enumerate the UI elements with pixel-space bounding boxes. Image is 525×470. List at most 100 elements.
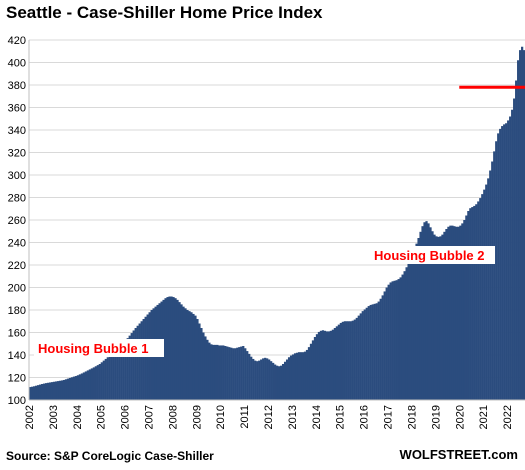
bar [30,386,34,400]
bar [76,375,80,400]
bar [122,342,125,400]
bar [499,128,502,400]
bar [276,365,279,400]
y-tick-label: 180 [8,305,26,317]
axes [28,40,525,401]
y-tick-label: 100 [8,395,26,407]
x-tick-label: 2011 [239,405,251,429]
bar [439,236,442,400]
bar [96,365,99,400]
bar [52,381,56,400]
x-tick-label: 2009 [191,405,203,429]
bar [369,304,372,400]
bar [60,380,64,400]
y-tick-label: 380 [8,80,26,92]
bar [266,358,269,400]
y-tick-label: 340 [8,125,26,137]
bar [309,343,313,400]
bar [351,320,354,400]
bar [341,321,344,400]
bar [212,344,215,400]
x-tick-label: 2020 [454,405,466,429]
bar [319,330,323,400]
bar [176,299,179,400]
bar [431,231,434,400]
x-tick-label: 2021 [478,405,490,429]
x-tick-label: 2015 [335,405,347,429]
bar [58,380,62,400]
bar [198,323,201,400]
bar [463,220,466,400]
bar [36,385,40,400]
y-axis-ticks: 100 120 140 160 180 200 220 240 260 280 300 320 340 3… [8,35,26,407]
bar [491,161,494,400]
bar [399,277,402,400]
y-tick-label: 200 [8,283,26,295]
bar [519,50,522,400]
y-tick-label: 360 [8,103,26,115]
bar [220,345,223,400]
bar [172,297,175,400]
bar [489,170,492,400]
bar [333,328,337,400]
bar [403,271,406,400]
bar [106,357,109,400]
bar [401,274,404,400]
bar [297,352,301,400]
bar [54,381,58,400]
bar [178,302,181,400]
bar [204,336,207,400]
y-tick-label: 160 [8,328,26,340]
y-tick-label: 120 [8,373,26,385]
bar [407,262,410,400]
bar [327,331,331,400]
bar [200,328,203,400]
gridlines [29,39,525,401]
x-tick-label: 2004 [72,405,84,429]
y-tick-label: 420 [8,35,26,47]
bar [208,342,211,400]
bar [337,324,340,400]
bar [258,360,261,400]
bar [289,355,293,400]
bar [134,328,137,400]
bar [174,298,177,400]
bar [345,321,348,400]
chart-title: Seattle - Case-Shiller Home Price Index [6,3,323,22]
bar [102,360,105,400]
bar [88,369,92,400]
bar [82,372,86,400]
bar [307,347,311,400]
bar [343,321,346,400]
bar [170,296,173,400]
bar [501,126,504,400]
bar [232,348,235,400]
bar [268,359,271,400]
bar [397,279,400,400]
bar [371,304,374,400]
bar [381,295,384,400]
bar [98,364,101,400]
bar [186,310,189,400]
y-tick-label: 140 [8,350,26,362]
bar [443,231,446,400]
annotation-bg-1 [34,339,164,357]
bar [459,225,462,400]
bar [230,347,233,400]
bar [441,234,444,400]
bar [254,360,257,400]
bar [493,151,496,400]
bar [417,238,420,400]
bar [379,298,382,400]
bar [323,330,327,400]
bar [114,350,117,400]
bar [194,315,197,400]
bar [393,280,396,400]
bar [349,321,352,400]
bar [437,236,440,400]
bar [497,133,500,400]
bar [359,313,362,400]
bar [166,297,169,400]
annotation-housing-bubble-2: Housing Bubble 2 [374,248,485,263]
source-note: Source: S&P CoreLogic Case-Shiller [6,449,214,463]
